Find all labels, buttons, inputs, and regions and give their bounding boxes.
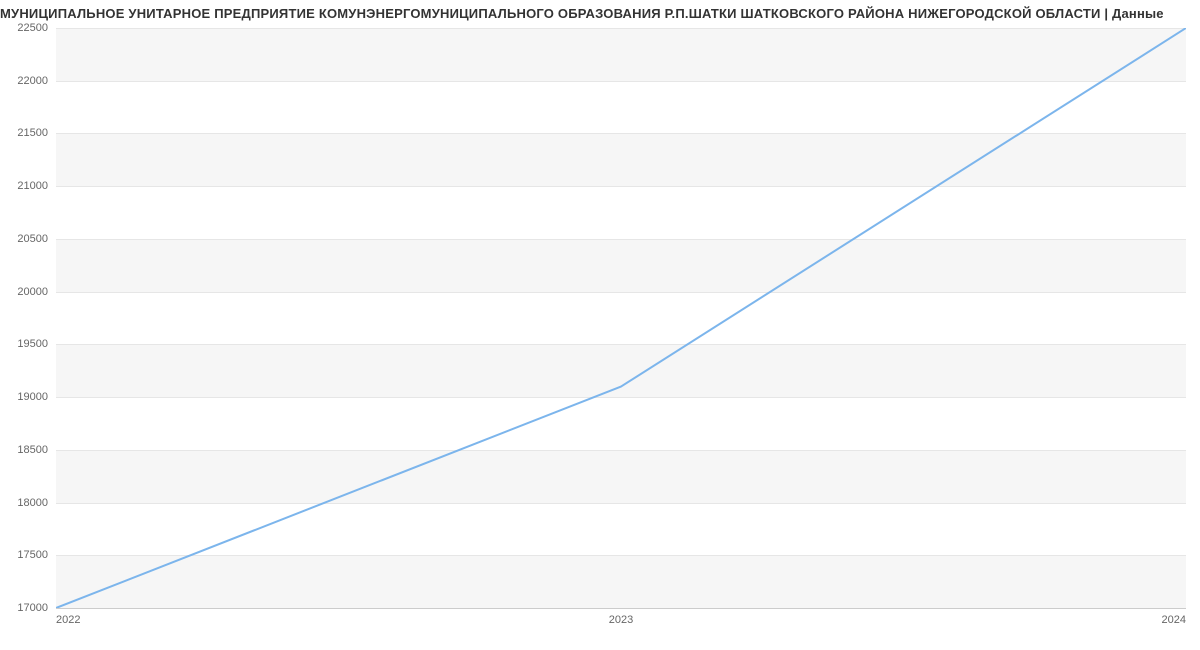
y-tick-label: 18500 (17, 444, 48, 456)
y-tick-label: 19000 (17, 391, 48, 403)
y-tick-label: 21000 (17, 180, 48, 192)
y-tick-label: 20000 (17, 286, 48, 298)
x-tick-label: 2023 (609, 614, 633, 626)
chart-title: МУНИЦИПАЛЬНОЕ УНИТАРНОЕ ПРЕДПРИЯТИЕ КОМУ… (0, 6, 1200, 21)
y-tick-label: 17000 (17, 602, 48, 614)
y-tick-label: 21500 (17, 127, 48, 139)
y-tick-label: 22000 (17, 75, 48, 87)
y-gridline (56, 608, 1186, 609)
x-tick-label: 2022 (56, 614, 80, 626)
y-tick-label: 22500 (17, 22, 48, 34)
y-tick-label: 17500 (17, 549, 48, 561)
x-tick-label: 2024 (1162, 614, 1186, 626)
chart-container: МУНИЦИПАЛЬНОЕ УНИТАРНОЕ ПРЕДПРИЯТИЕ КОМУ… (0, 0, 1200, 650)
line-series (56, 28, 1186, 608)
plot-area: 1700017500180001850019000195002000020500… (56, 28, 1186, 608)
y-tick-label: 19500 (17, 338, 48, 350)
y-tick-label: 18000 (17, 497, 48, 509)
y-tick-label: 20500 (17, 233, 48, 245)
